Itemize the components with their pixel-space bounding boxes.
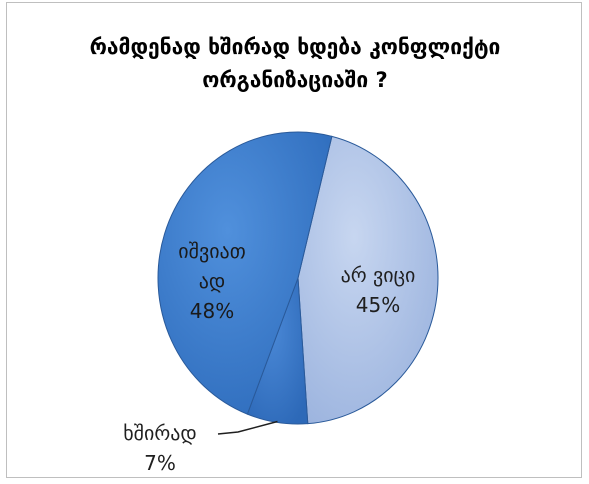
chart-title-line-1: რამდენად ხშირად ხდება კონფლიქტი [89,35,501,59]
slice-category-label-ar-vici: არ ვიცი [341,263,416,287]
pie-slice-ar-vici [297,135,439,425]
leader-line-khshirad [217,420,278,435]
slice-value-label-ishviatad: 48% [190,299,234,323]
slice-value-label-ar-vici: 45% [356,293,400,317]
chart-title: რამდენად ხშირად ხდება კონფლიქტი ორგანიზა… [7,31,583,97]
slice-category-label-ishviatad: იშვიათ [178,239,245,263]
pie-slices [157,131,439,425]
chart-title-line-2: ორგანიზაციაში ? [202,68,388,92]
slice-value-label-khshirad: 7% [144,451,176,475]
pie-labels: არ ვიცი 45% ხშირად 7% იშვიათ ად 48% [123,239,415,475]
slice-category-label-khshirad: ხშირად [123,421,197,445]
slice-category-label-ishviatad: ად [199,269,226,293]
pie-slice-ishviatad [157,131,333,415]
